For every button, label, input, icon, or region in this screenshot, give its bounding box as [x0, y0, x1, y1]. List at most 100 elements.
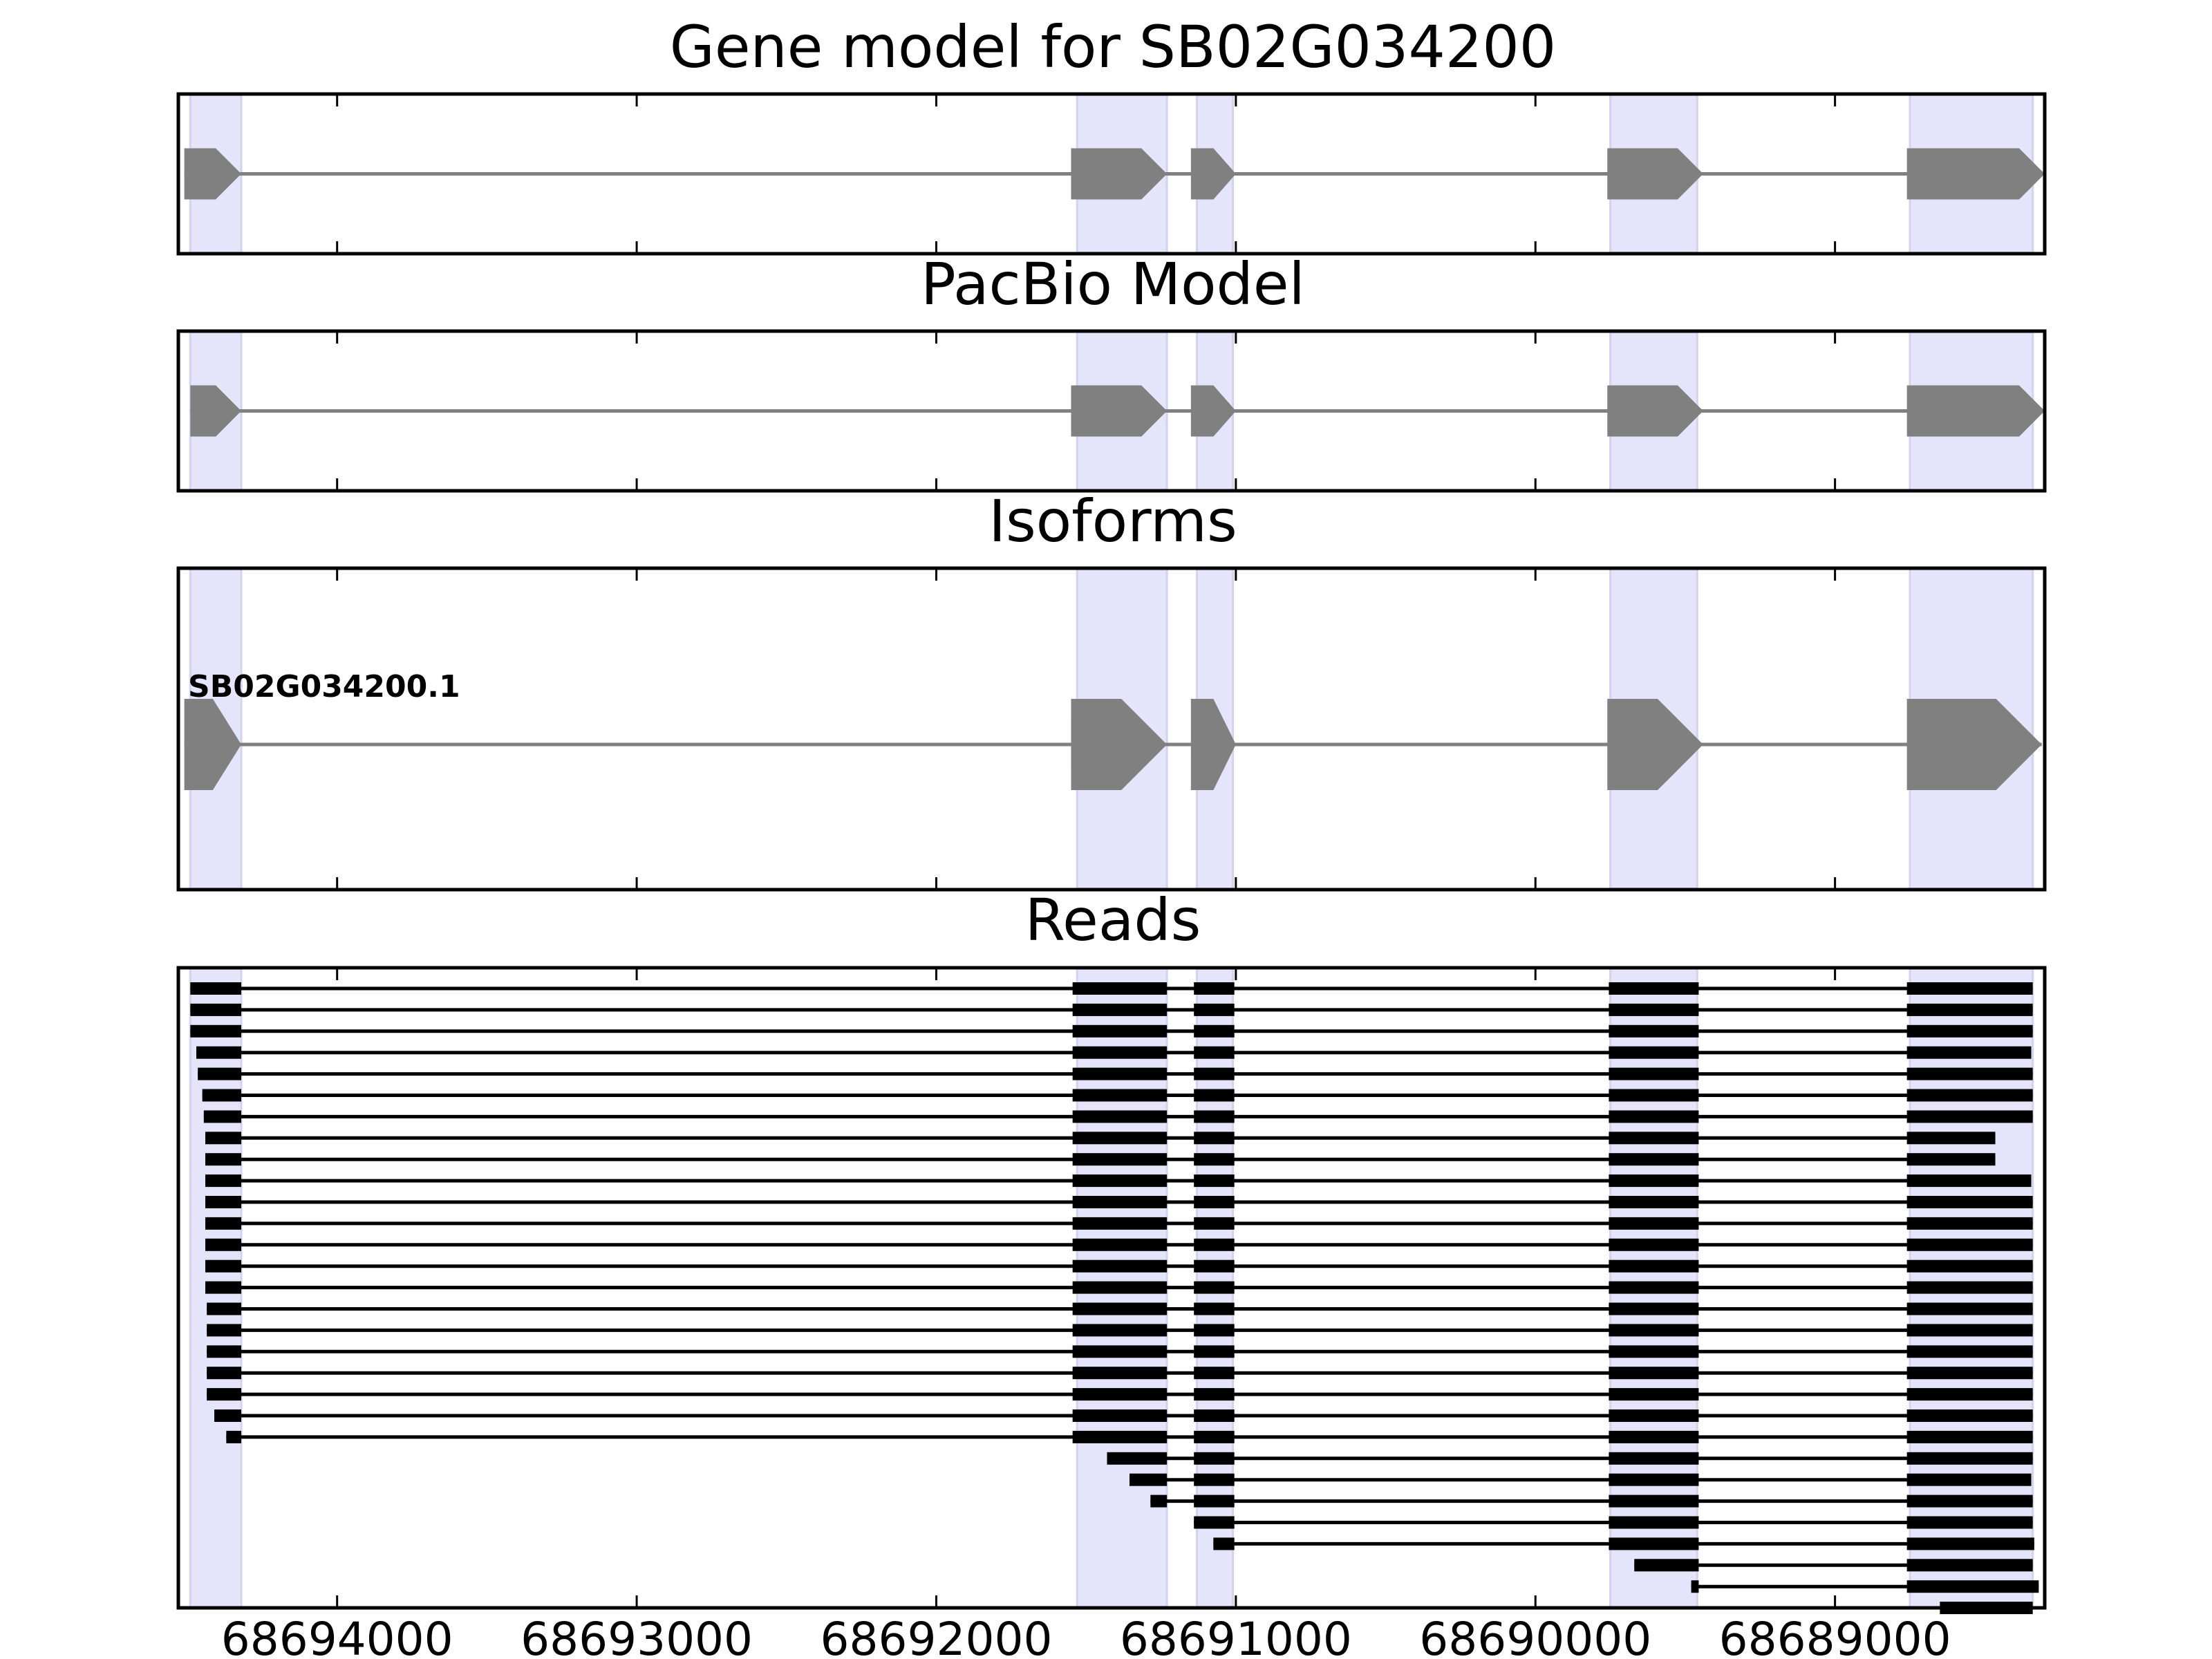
gene-model-panel — [176, 92, 2047, 256]
read-block — [1194, 1217, 1235, 1230]
read-block — [1609, 1174, 1699, 1188]
read-block — [214, 1409, 242, 1422]
read-block — [1906, 1281, 2033, 1294]
read-block — [1194, 1388, 1235, 1401]
read-block — [1906, 1473, 2032, 1486]
read-block — [1609, 1153, 1699, 1166]
read-block — [205, 1217, 242, 1230]
read-block — [1609, 1388, 1699, 1401]
read-block — [1609, 1324, 1699, 1337]
pacbio-model-panel — [176, 329, 2047, 493]
read-block — [1194, 1110, 1235, 1123]
exon — [190, 385, 242, 437]
panel-frame — [176, 92, 2047, 256]
read-block — [1906, 1516, 2033, 1529]
read-block — [1906, 1345, 2033, 1358]
read-block — [1609, 1494, 1699, 1508]
read-block — [1906, 1110, 2033, 1123]
read-block — [1194, 1153, 1235, 1166]
read-block — [1072, 1345, 1168, 1358]
read-block — [1194, 1324, 1235, 1337]
read-block — [207, 1324, 242, 1337]
read-block — [1609, 982, 1699, 995]
read-block — [1906, 1559, 2033, 1572]
read-block — [1072, 1003, 1168, 1016]
read-block — [1609, 1196, 1699, 1208]
read-block — [1194, 1067, 1235, 1080]
read-block — [1072, 1324, 1168, 1337]
panel-frame — [176, 966, 2047, 1610]
read-block — [1072, 1259, 1168, 1273]
read-block — [1609, 1430, 1699, 1443]
read-block — [1906, 982, 2033, 995]
read-block — [1609, 1067, 1699, 1080]
read-block — [1906, 1537, 2034, 1550]
read-block — [1906, 1367, 2033, 1380]
read-block — [1194, 1302, 1235, 1315]
x-tick-label: 68689000 — [1719, 1613, 1951, 1659]
x-tick-label: 68692000 — [821, 1613, 1053, 1659]
read-block — [1194, 1409, 1235, 1422]
read-block — [190, 1024, 242, 1038]
read-block — [1072, 1430, 1168, 1443]
panel-title-reads: Reads — [1025, 886, 1201, 954]
exon — [1906, 699, 2042, 790]
read-block — [1609, 1537, 1699, 1550]
read-block — [1194, 1516, 1235, 1529]
read-block — [1072, 1196, 1168, 1208]
exon — [1906, 148, 2045, 200]
reads-panel — [176, 966, 2047, 1615]
read-block — [1609, 1473, 1699, 1486]
read-block — [1609, 1345, 1699, 1358]
read-block — [203, 1110, 242, 1123]
read-block — [1213, 1537, 1235, 1550]
read-block — [207, 1345, 242, 1358]
read-block — [1072, 982, 1168, 995]
read-block — [1194, 1281, 1235, 1294]
read-block — [1072, 1409, 1168, 1422]
read-block — [1072, 1110, 1168, 1123]
read-block — [202, 1089, 242, 1102]
read-block — [1609, 1089, 1699, 1102]
read-block — [1691, 1580, 1699, 1593]
read-block — [1609, 1302, 1699, 1315]
read-block — [1194, 1430, 1235, 1443]
read-block — [1072, 1238, 1168, 1251]
read-block — [1906, 1580, 2039, 1593]
read-block — [205, 1153, 242, 1166]
read-block — [1194, 1473, 1235, 1486]
read-block — [1194, 1452, 1235, 1465]
read-block — [1906, 1430, 2033, 1443]
read-block — [1072, 1302, 1168, 1315]
read-block — [1072, 1132, 1168, 1145]
read-block — [1906, 1238, 2033, 1251]
read-block — [1609, 1367, 1699, 1380]
read-block — [1194, 1132, 1235, 1145]
exon — [1071, 385, 1168, 437]
read-block — [1072, 1089, 1168, 1102]
read-block — [1194, 1024, 1235, 1038]
read-block — [1609, 1281, 1699, 1294]
read-block — [1194, 1046, 1235, 1059]
exon — [1190, 699, 1236, 790]
read-block — [1906, 1174, 2032, 1188]
read-block — [1609, 1003, 1699, 1016]
read-block — [1906, 1452, 2033, 1465]
read-block — [1609, 1238, 1699, 1251]
read-block — [205, 1132, 242, 1145]
panel-frame — [176, 566, 2047, 892]
read-block — [1072, 1217, 1168, 1230]
panel-title-gene-model: Gene model for SB02G034200 — [670, 13, 1556, 81]
read-block — [1609, 1259, 1699, 1273]
exon — [1071, 148, 1168, 200]
read-block — [226, 1430, 242, 1443]
x-tick-label: 68691000 — [1120, 1613, 1352, 1659]
read-block — [205, 1281, 242, 1294]
read-block — [1150, 1494, 1168, 1508]
read-block — [207, 1367, 242, 1380]
read-block — [1906, 1024, 2033, 1038]
read-block — [196, 1046, 242, 1059]
read-block — [1072, 1388, 1168, 1401]
read-block — [1906, 1217, 2033, 1230]
